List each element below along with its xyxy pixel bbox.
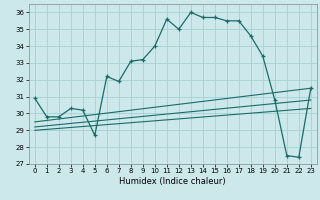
X-axis label: Humidex (Indice chaleur): Humidex (Indice chaleur): [119, 177, 226, 186]
